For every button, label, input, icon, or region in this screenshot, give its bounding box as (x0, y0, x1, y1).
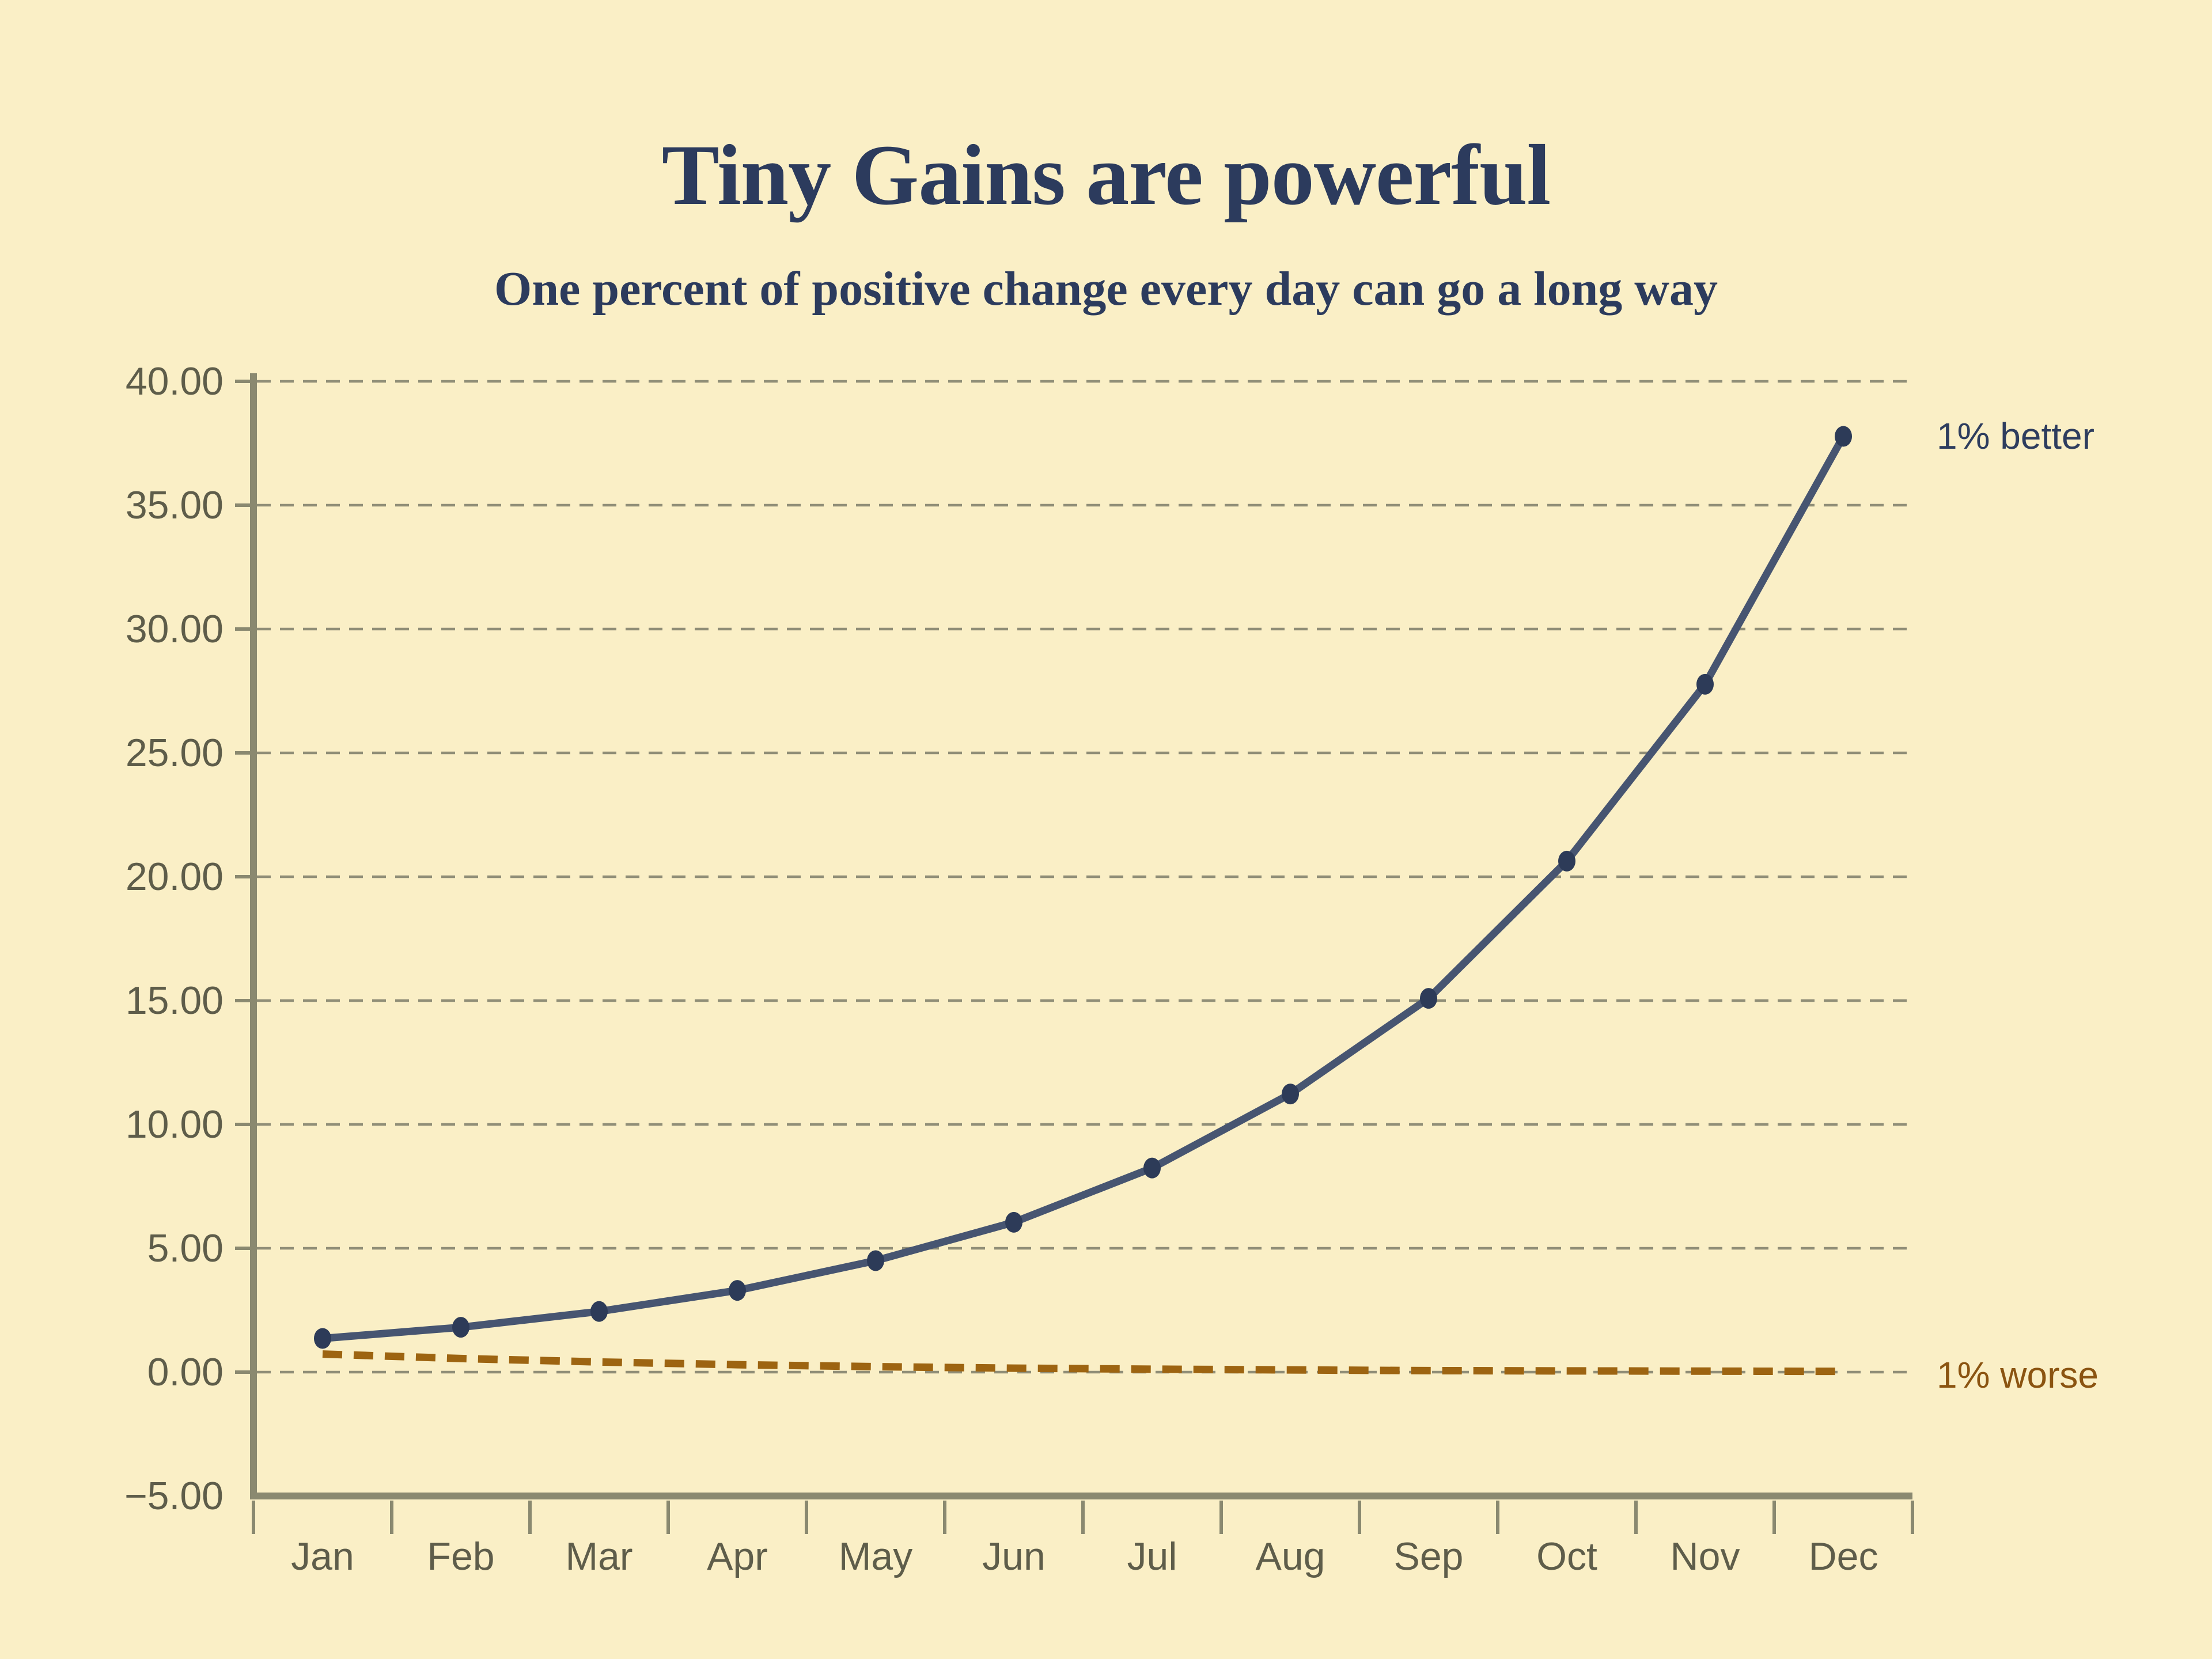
better-marker (452, 1317, 469, 1338)
chart-title: Tiny Gains are powerful (661, 127, 1551, 223)
x-tick-label: May (839, 1535, 912, 1578)
chart-subtitle: One percent of positive change every day… (494, 262, 1718, 316)
x-tick-label: Dec (1809, 1535, 1878, 1578)
x-tick-label: Aug (1256, 1535, 1325, 1578)
x-tick-label: Jun (982, 1535, 1046, 1578)
x-tick-label: Sep (1394, 1535, 1464, 1578)
better-marker (1282, 1084, 1299, 1105)
better-marker (1005, 1211, 1022, 1233)
x-tick-label: Jul (1127, 1535, 1177, 1578)
x-tick-label: Jan (291, 1535, 354, 1578)
better-marker (314, 1328, 331, 1349)
better-marker (590, 1301, 608, 1322)
better-marker (1420, 988, 1437, 1009)
series-label-worse: 1% worse (1937, 1354, 2099, 1396)
x-tick-label: Mar (565, 1535, 632, 1578)
y-tick-label: 0.00 (147, 1350, 224, 1394)
y-tick-label: 10.00 (126, 1103, 224, 1146)
better-marker (1143, 1157, 1161, 1179)
better-marker (1558, 850, 1575, 872)
x-tick-label: Nov (1671, 1535, 1740, 1578)
x-tick-label: Feb (427, 1535, 494, 1578)
y-tick-label: 5.00 (147, 1226, 224, 1270)
y-tick-label: −5.00 (124, 1474, 224, 1518)
better-marker (1835, 426, 1852, 447)
y-tick-label: 20.00 (126, 855, 224, 899)
y-tick-label: 15.00 (126, 979, 224, 1022)
x-tick-label: Apr (707, 1535, 768, 1578)
y-tick-label: 25.00 (126, 731, 224, 775)
x-tick-label: Oct (1536, 1535, 1597, 1578)
series-label-better: 1% better (1937, 415, 2094, 457)
better-marker (867, 1250, 884, 1271)
worse-line (322, 1350, 1844, 1376)
y-tick-label: 30.00 (126, 607, 224, 651)
better-marker (729, 1280, 746, 1301)
better-marker (1696, 673, 1714, 695)
y-tick-label: 35.00 (126, 483, 224, 527)
y-tick-label: 40.00 (126, 359, 224, 403)
better-line (319, 432, 1847, 1343)
